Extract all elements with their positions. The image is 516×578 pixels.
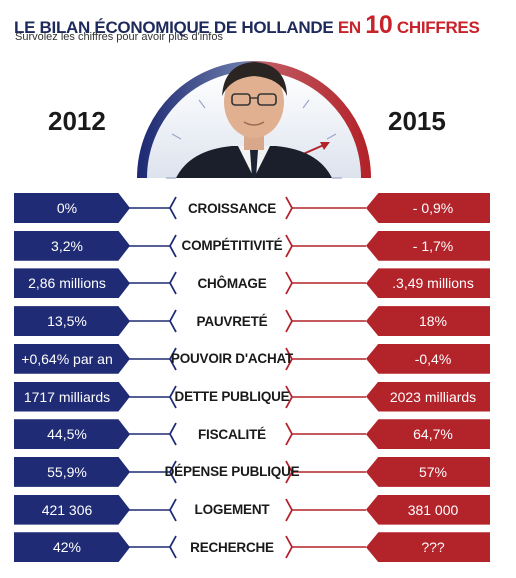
indicator-label: FISCALITÉ xyxy=(198,426,266,442)
portrait-figure xyxy=(176,62,332,178)
value-2015[interactable]: -0,4% xyxy=(366,343,490,374)
value-2015[interactable]: .3,49 millions xyxy=(366,268,490,299)
title-part-2: HOLLANDE xyxy=(241,18,334,37)
connector-brackets xyxy=(126,535,366,559)
value-2012[interactable]: 1717 milliards xyxy=(14,381,130,412)
indicator-label: COMPÉTITIVITÉ xyxy=(181,238,283,254)
connector-brackets xyxy=(126,309,366,333)
value-2012[interactable]: +0,64% par an xyxy=(14,343,130,374)
indicator-label: POUVOIR D'ACHAT xyxy=(170,351,294,367)
indicator-row: 2,86 millions CHÔMAGE .3,49 millions xyxy=(0,268,516,299)
value-2012[interactable]: 42% xyxy=(14,532,130,563)
page-title: LE BILAN ÉCONOMIQUE DE HOLLANDE EN 10 CH… xyxy=(14,8,480,42)
value-2012[interactable]: 55,9% xyxy=(14,456,130,487)
subtitle: Survolez les chiffres pour avoir plus d'… xyxy=(15,31,223,43)
indicator-label: DETTE PUBLIQUE xyxy=(174,389,290,404)
indicator-row: 42% RECHERCHE??? xyxy=(0,532,516,563)
value-2015[interactable]: 2023 milliards xyxy=(366,381,490,412)
indicator-label: CHÔMAGE xyxy=(197,275,267,291)
value-2012[interactable]: 421 306 xyxy=(14,494,130,525)
indicator-row: 55,9% DÉPENSE PUBLIQUE 57% xyxy=(0,456,516,487)
indicator-label: DÉPENSE PUBLIQUE xyxy=(164,464,300,480)
value-2012[interactable]: 2,86 millions xyxy=(14,268,130,299)
title-part-3: EN xyxy=(333,18,366,37)
connector-brackets xyxy=(126,422,366,446)
connector-brackets xyxy=(126,385,366,408)
year-2012: 2012 xyxy=(48,106,106,136)
value-2015[interactable]: - 1,7% xyxy=(366,230,490,261)
indicator-label: RECHERCHE xyxy=(190,539,274,555)
title-part-4: 10 xyxy=(365,11,393,39)
indicator-label: LOGEMENT xyxy=(194,502,270,518)
title-part-5: CHIFFRES xyxy=(392,18,480,37)
value-2012[interactable]: 3,2% xyxy=(14,230,130,261)
value-2015[interactable]: - 0,9% xyxy=(366,193,490,223)
value-2015[interactable]: ??? xyxy=(366,532,490,563)
indicator-row: 1717 milliards DETTE PUBLIQUE 2023 milliar… xyxy=(0,381,516,412)
year-2015: 2015 xyxy=(388,106,446,136)
value-2015[interactable]: 18% xyxy=(366,306,490,337)
indicator-row: 3,2% COMPÉTITIVITÉ - 1,7% xyxy=(0,230,516,261)
connector-brackets xyxy=(126,347,366,371)
value-2015[interactable]: 64,7% xyxy=(366,419,490,450)
indicator-row: 421 306 LOGEMENT 381 000 xyxy=(0,494,516,525)
value-2015[interactable]: 57% xyxy=(366,456,490,487)
indicator-label: CROISSANCE xyxy=(187,200,276,216)
connector-brackets xyxy=(126,271,366,295)
indicator-row: +0,64% par an POUVOIR D'ACHAT -0,4% xyxy=(0,343,516,374)
gauge-graphic xyxy=(137,61,371,179)
connector-brackets xyxy=(126,498,366,522)
indicator-row: 13,5% PAUVRETÉ 18% xyxy=(0,306,516,337)
value-2012[interactable]: 0% xyxy=(14,193,130,223)
value-2012[interactable]: 44,5% xyxy=(14,419,130,450)
connector-brackets xyxy=(126,196,366,220)
connector-brackets xyxy=(126,234,366,258)
value-2012[interactable]: 13,5% xyxy=(14,306,130,337)
connector-brackets xyxy=(126,460,366,484)
value-2015[interactable]: 381 000 xyxy=(366,494,490,525)
indicator-row: 44,5% FISCALITÉ 64,7% xyxy=(0,419,516,450)
indicator-label: PAUVRETÉ xyxy=(196,313,268,329)
indicator-row: 0% CROISSANCE - 0,9% xyxy=(0,193,516,223)
title-part-1: LE BILAN ÉCONOMIQUE DE xyxy=(14,18,242,37)
